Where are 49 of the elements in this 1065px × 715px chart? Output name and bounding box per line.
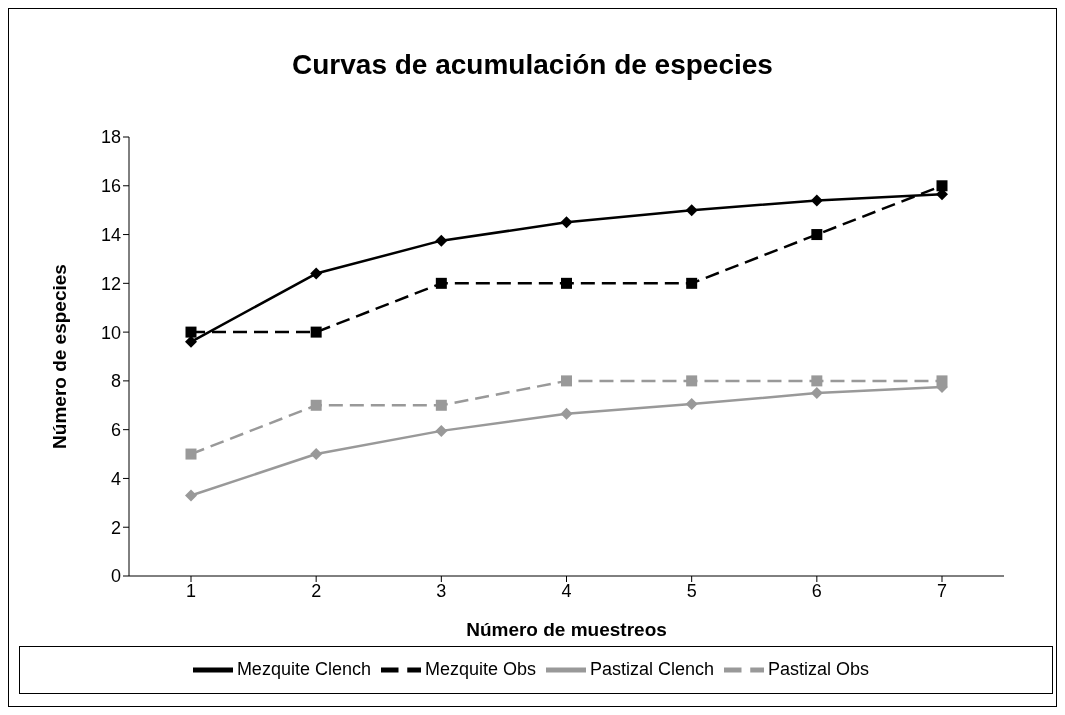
y-axis-title: Número de especies (48, 264, 70, 449)
point (560, 216, 573, 229)
y-tick-label: 12 (100, 273, 121, 294)
chart-title: Curvas de acumulación de especies (291, 49, 774, 81)
point (310, 399, 322, 411)
point (561, 277, 572, 289)
legend-label: Mezquite Obs (424, 658, 537, 679)
point (435, 424, 448, 437)
point (936, 375, 948, 387)
x-tick-label: 4 (561, 580, 572, 601)
legend-label: Mezquite Clench (236, 658, 371, 679)
x-axis-title: Número de muestreos (466, 619, 667, 640)
point (435, 277, 447, 289)
point (686, 375, 698, 387)
point (561, 375, 572, 387)
x-tick-label: 3 (436, 580, 447, 601)
legend-label: Pastizal Obs (768, 658, 870, 679)
point (185, 489, 197, 502)
point (185, 448, 197, 460)
point (811, 375, 823, 387)
point (811, 229, 823, 241)
y-tick-label: 10 (100, 322, 121, 343)
y-tick-label: 18 (100, 127, 121, 148)
point (560, 407, 573, 420)
legend-label: Pastizal Clench (590, 658, 715, 679)
point (435, 399, 447, 411)
y-tick-label: 14 (100, 224, 121, 245)
y-tick-label: 2 (110, 517, 121, 538)
point (310, 448, 323, 461)
point (685, 204, 698, 217)
x-tick-label: 7 (936, 580, 948, 601)
y-tick-label: 0 (110, 566, 121, 587)
point (185, 326, 197, 338)
point (810, 194, 823, 207)
y-tick-label: 6 (110, 420, 121, 441)
y-tick-label: 16 (100, 176, 121, 197)
x-tick-label: 5 (686, 580, 697, 601)
point (310, 267, 323, 280)
y-tick-label: 4 (110, 468, 121, 489)
point (310, 326, 322, 338)
point (686, 277, 698, 289)
point (936, 180, 948, 192)
point (435, 234, 448, 247)
x-tick-label: 6 (811, 580, 822, 601)
x-tick-label: 1 (185, 580, 197, 601)
point (810, 387, 823, 400)
y-tick-label: 8 (110, 371, 121, 392)
point (685, 398, 698, 411)
x-tick-label: 2 (311, 580, 322, 601)
